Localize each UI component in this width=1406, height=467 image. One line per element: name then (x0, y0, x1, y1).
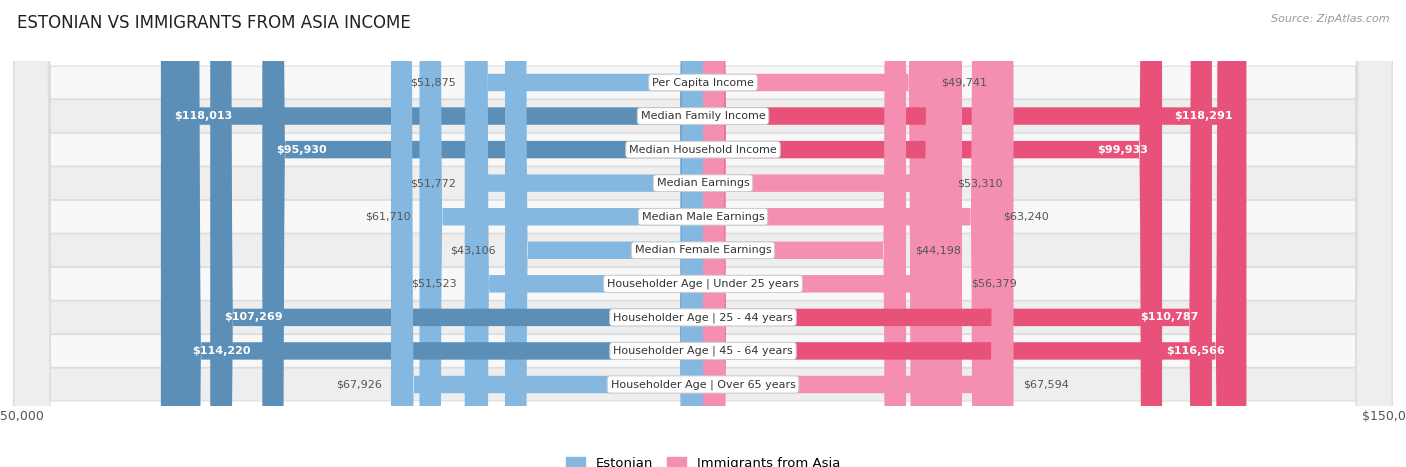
Text: $51,875: $51,875 (409, 78, 456, 87)
FancyBboxPatch shape (703, 0, 932, 467)
FancyBboxPatch shape (703, 0, 1239, 467)
Text: $116,566: $116,566 (1166, 346, 1225, 356)
Text: Householder Age | Under 25 years: Householder Age | Under 25 years (607, 279, 799, 289)
Text: $49,741: $49,741 (941, 78, 987, 87)
FancyBboxPatch shape (14, 0, 1392, 467)
Text: $44,198: $44,198 (915, 245, 962, 255)
Text: $63,240: $63,240 (1002, 212, 1049, 222)
FancyBboxPatch shape (14, 0, 1392, 467)
FancyBboxPatch shape (14, 0, 1392, 467)
Text: Householder Age | 25 - 44 years: Householder Age | 25 - 44 years (613, 312, 793, 323)
Text: Per Capita Income: Per Capita Income (652, 78, 754, 87)
Text: Median Family Income: Median Family Income (641, 111, 765, 121)
Text: $51,523: $51,523 (412, 279, 457, 289)
Text: $107,269: $107,269 (224, 312, 283, 322)
Text: $95,930: $95,930 (276, 145, 326, 155)
Legend: Estonian, Immigrants from Asia: Estonian, Immigrants from Asia (561, 452, 845, 467)
FancyBboxPatch shape (505, 0, 703, 467)
Text: $53,310: $53,310 (957, 178, 1002, 188)
FancyBboxPatch shape (14, 0, 1392, 467)
Text: Median Earnings: Median Earnings (657, 178, 749, 188)
FancyBboxPatch shape (160, 0, 703, 467)
FancyBboxPatch shape (419, 0, 703, 467)
Text: Source: ZipAtlas.com: Source: ZipAtlas.com (1271, 14, 1389, 24)
FancyBboxPatch shape (14, 0, 1392, 467)
FancyBboxPatch shape (703, 0, 1212, 467)
FancyBboxPatch shape (14, 0, 1392, 467)
Text: $67,926: $67,926 (336, 380, 382, 389)
Text: $61,710: $61,710 (364, 212, 411, 222)
Text: $56,379: $56,379 (972, 279, 1017, 289)
FancyBboxPatch shape (465, 0, 703, 467)
Text: $118,013: $118,013 (174, 111, 233, 121)
FancyBboxPatch shape (391, 0, 703, 467)
FancyBboxPatch shape (263, 0, 703, 467)
FancyBboxPatch shape (467, 0, 703, 467)
Text: $67,594: $67,594 (1022, 380, 1069, 389)
FancyBboxPatch shape (14, 0, 1392, 467)
Text: $114,220: $114,220 (193, 346, 250, 356)
FancyBboxPatch shape (14, 0, 1392, 467)
FancyBboxPatch shape (703, 0, 994, 467)
FancyBboxPatch shape (703, 0, 1246, 467)
Text: ESTONIAN VS IMMIGRANTS FROM ASIA INCOME: ESTONIAN VS IMMIGRANTS FROM ASIA INCOME (17, 14, 411, 32)
Text: Householder Age | 45 - 64 years: Householder Age | 45 - 64 years (613, 346, 793, 356)
Text: Median Female Earnings: Median Female Earnings (634, 245, 772, 255)
Text: $118,291: $118,291 (1174, 111, 1233, 121)
FancyBboxPatch shape (703, 0, 962, 467)
FancyBboxPatch shape (14, 0, 1392, 467)
Text: $110,787: $110,787 (1140, 312, 1198, 322)
Text: Median Household Income: Median Household Income (628, 145, 778, 155)
FancyBboxPatch shape (179, 0, 703, 467)
Text: $43,106: $43,106 (450, 245, 496, 255)
FancyBboxPatch shape (703, 0, 1163, 467)
FancyBboxPatch shape (211, 0, 703, 467)
FancyBboxPatch shape (14, 0, 1392, 467)
FancyBboxPatch shape (703, 0, 1014, 467)
Text: $51,772: $51,772 (411, 178, 456, 188)
FancyBboxPatch shape (465, 0, 703, 467)
Text: Householder Age | Over 65 years: Householder Age | Over 65 years (610, 379, 796, 390)
Text: Median Male Earnings: Median Male Earnings (641, 212, 765, 222)
Text: $99,933: $99,933 (1098, 145, 1149, 155)
FancyBboxPatch shape (703, 0, 905, 467)
FancyBboxPatch shape (703, 0, 948, 467)
